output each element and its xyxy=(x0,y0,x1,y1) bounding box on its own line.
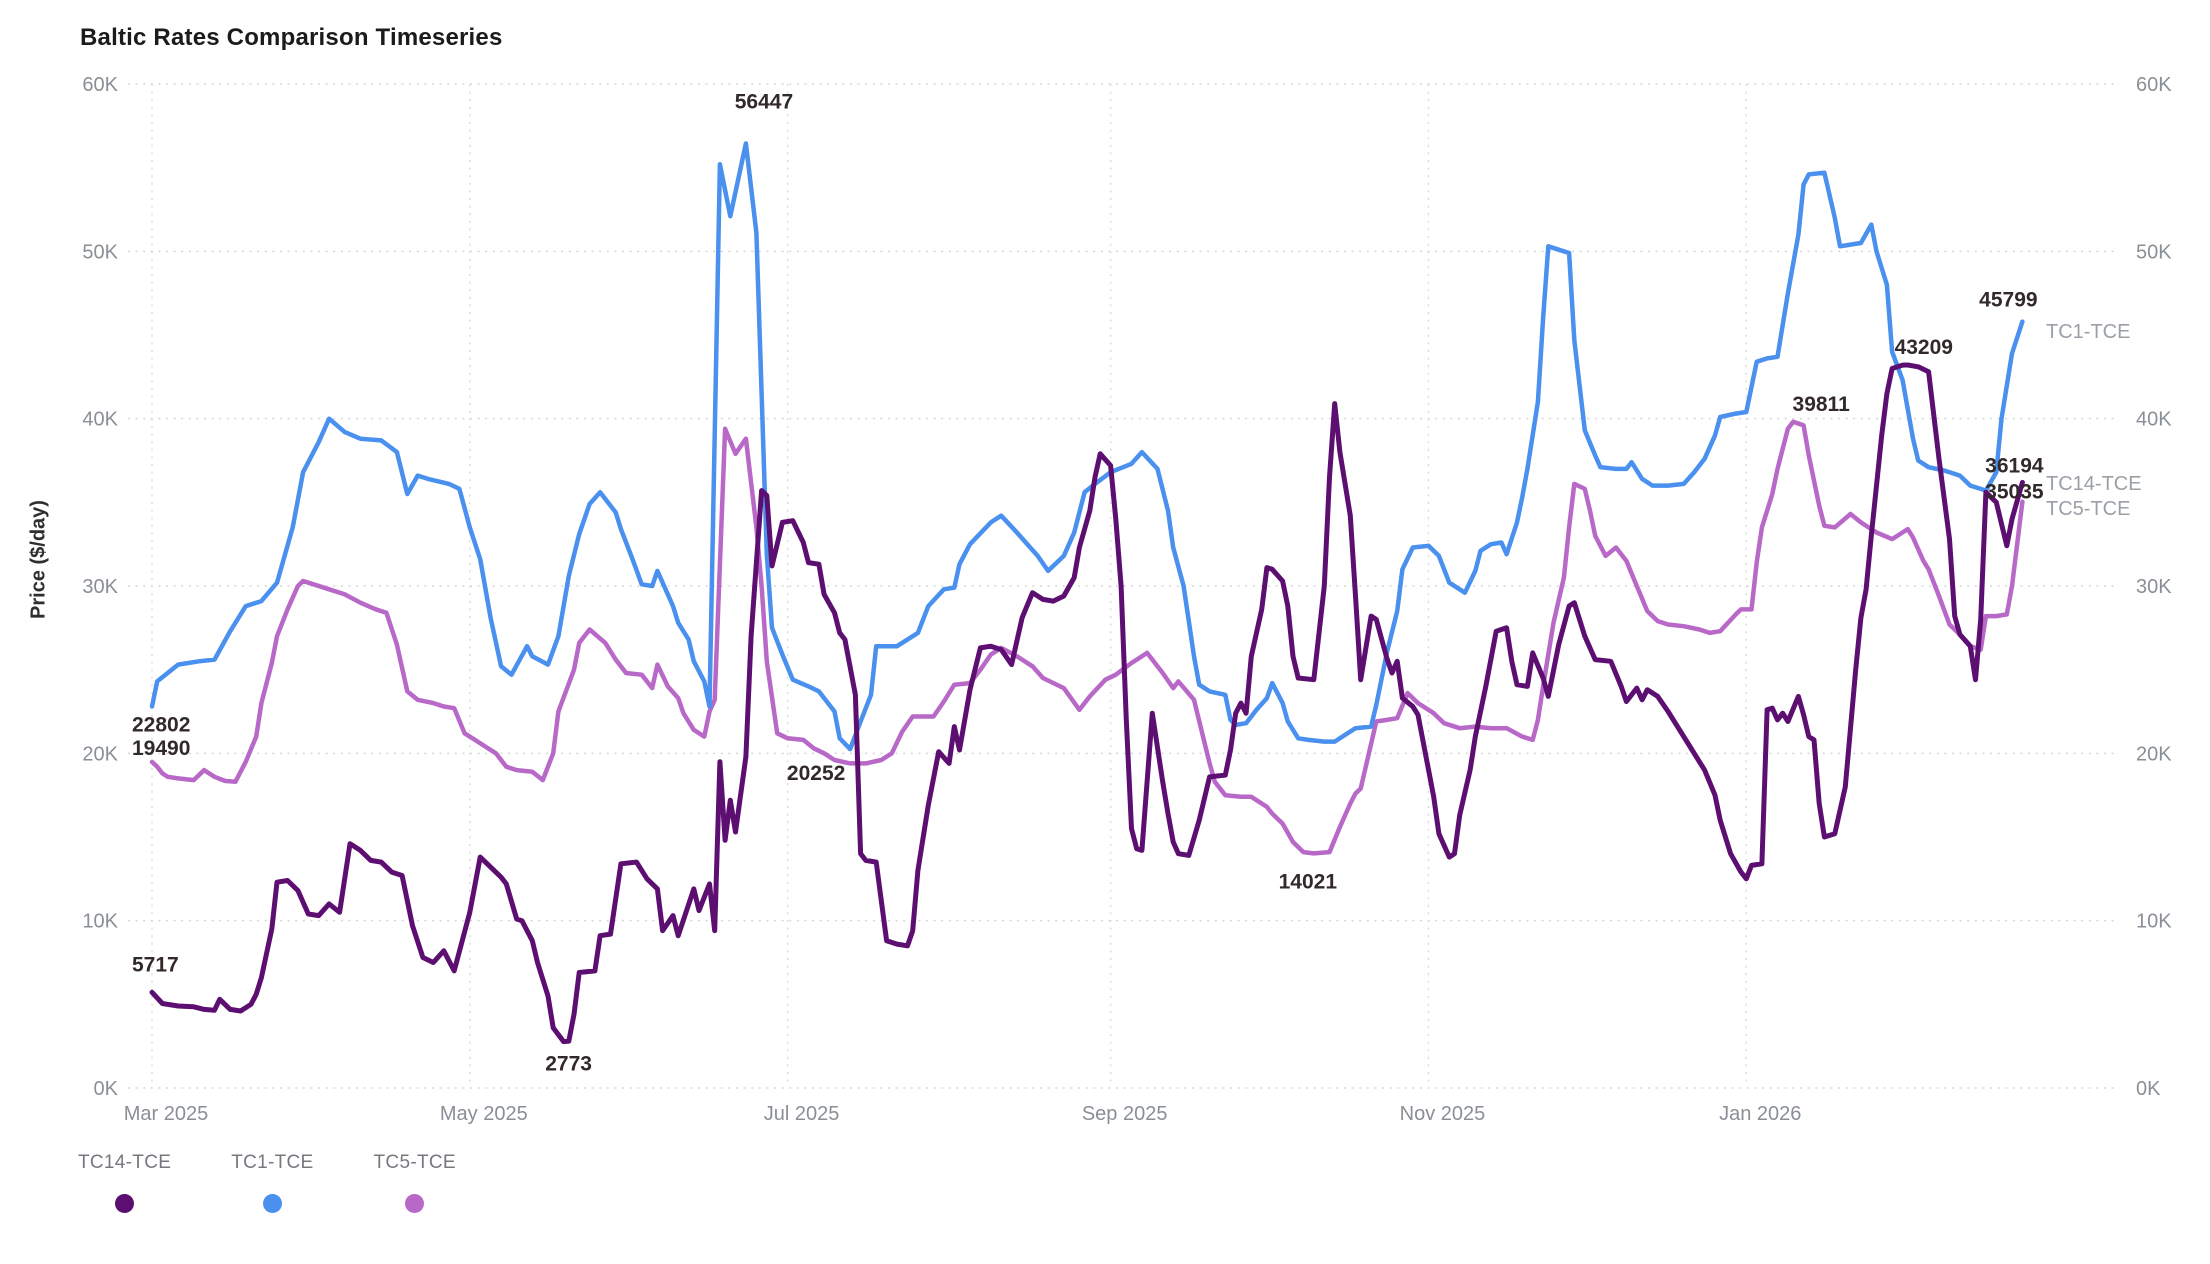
y-axis-tick-left: 10K xyxy=(82,911,118,933)
callout-2773: 2773 xyxy=(545,1053,592,1076)
legend-dot-tc1-tce xyxy=(262,1194,282,1213)
series-line-tc1-tce[interactable] xyxy=(149,141,2025,752)
x-axis-tick: Jul 2025 xyxy=(764,1103,840,1125)
series-end-label-tc1-tce: TC1-TCE xyxy=(2046,321,2130,343)
y-axis-tick-left: 60K xyxy=(82,74,118,96)
y-axis-tick-right: 30K xyxy=(2136,576,2172,598)
chart-title: Baltic Rates Comparison Timeseries xyxy=(80,24,503,51)
callout-36194: 36194 xyxy=(1985,454,2044,477)
x-axis-tick: Nov 2025 xyxy=(1400,1103,1486,1125)
legend-label: TC1-TCE xyxy=(231,1152,314,1173)
callout-35035: 35035 xyxy=(1985,481,2044,504)
callout-20252: 20252 xyxy=(787,762,845,785)
series-end-label-tc14-tce: TC14-TCE xyxy=(2046,473,2142,495)
legend-dot-tc14-tce xyxy=(115,1194,135,1213)
legend-label: TC14-TCE xyxy=(78,1152,172,1173)
callout-56447: 56447 xyxy=(735,90,793,113)
y-axis-tick-right: 50K xyxy=(2136,241,2172,263)
x-axis-tick: Sep 2025 xyxy=(1082,1103,1168,1125)
y-axis-tick-right: 40K xyxy=(2136,409,2172,431)
callout-39811: 39811 xyxy=(1793,393,1851,416)
x-axis-tick: May 2025 xyxy=(440,1103,528,1125)
legend-item-tc1-tce[interactable]: TC1-TCE xyxy=(231,1152,313,1213)
callout-45799: 45799 xyxy=(1979,289,2037,312)
legend-label: TC5-TCE xyxy=(373,1152,456,1173)
y-axis-tick-left: 50K xyxy=(82,241,118,263)
legend-item-tc14-tce[interactable]: TC14-TCE xyxy=(78,1152,171,1213)
x-axis-tick: Mar 2025 xyxy=(124,1103,209,1125)
y-axis-tick-left: 0K xyxy=(94,1078,119,1100)
y-axis-tick-right: 60K xyxy=(2136,74,2172,96)
series-end-label-tc5-tce: TC5-TCE xyxy=(2046,498,2130,520)
y-axis-tick-right: 10K xyxy=(2136,911,2172,933)
y-axis-tick-left: 20K xyxy=(82,743,118,765)
callout-5717: 5717 xyxy=(132,953,179,976)
series-line-tc5-tce[interactable] xyxy=(149,419,2025,856)
series-line-tc14-tce[interactable] xyxy=(149,362,2025,1045)
callout-19490: 19490 xyxy=(132,737,190,760)
legend: TC14-TCE TC1-TCE TC5-TCE xyxy=(78,1152,456,1213)
legend-item-tc5-tce[interactable]: TC5-TCE xyxy=(374,1152,456,1213)
y-axis-tick-right: 0K xyxy=(2136,1078,2161,1100)
y-axis-tick-left: 40K xyxy=(82,409,118,431)
x-axis-tick: Jan 2026 xyxy=(1719,1103,1801,1125)
y-axis-tick-left: 30K xyxy=(82,576,118,598)
y-axis-tick-right: 20K xyxy=(2136,743,2172,765)
callout-43209: 43209 xyxy=(1895,336,1953,359)
callout-22802: 22802 xyxy=(132,713,190,736)
callout-14021: 14021 xyxy=(1279,870,1338,893)
legend-dot-tc5-tce xyxy=(405,1194,425,1213)
